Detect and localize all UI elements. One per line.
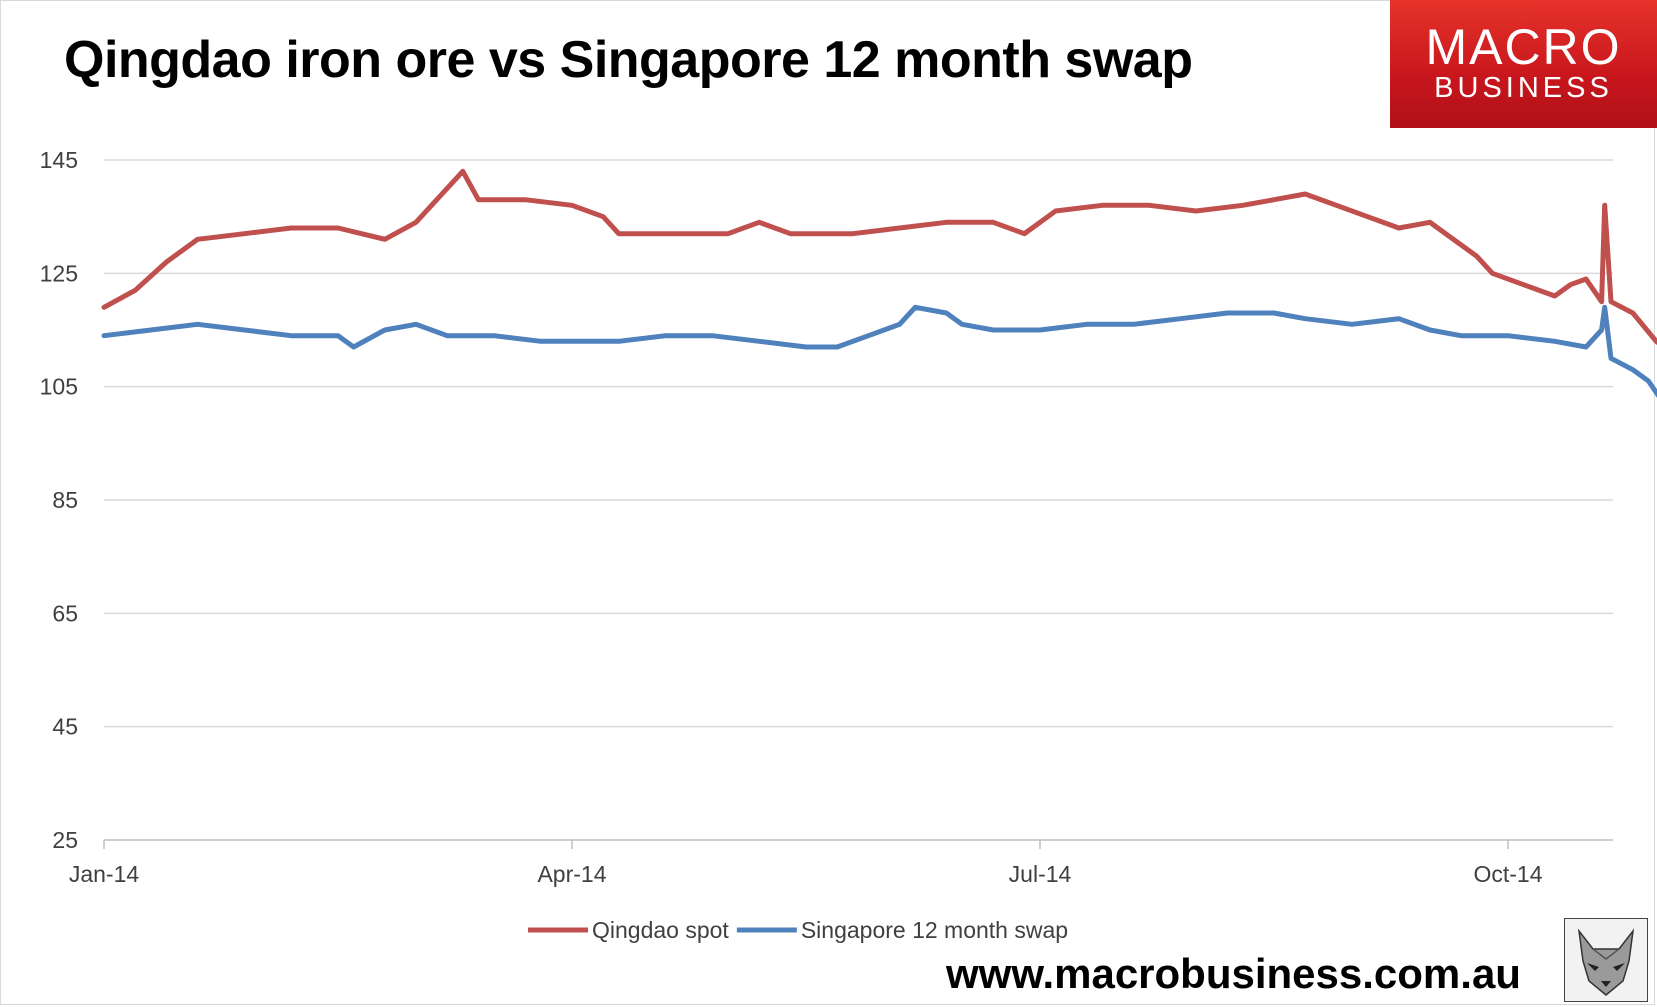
legend-label: Qingdao spot: [592, 917, 729, 943]
legend: Qingdao spot Singapore 12 month swap: [528, 917, 1068, 943]
legend-label: Singapore 12 month swap: [801, 917, 1068, 943]
gridlines: [104, 159, 1613, 728]
website-url[interactable]: www.macrobusiness.com.au: [946, 950, 1521, 997]
macrobusiness-logo[interactable]: MACRO BUSINESS: [1390, 0, 1657, 128]
y-tick-label: 85: [52, 487, 78, 513]
y-tick-label: 125: [40, 260, 78, 286]
y-tick-label: 105: [40, 374, 78, 400]
x-tick-label: Jul-14: [1009, 861, 1072, 887]
x-tick-label: Apr-14: [537, 861, 606, 887]
y-tick-label: 65: [52, 600, 78, 626]
x-tick-label: Oct-14: [1473, 861, 1542, 887]
series-lines: [101, 168, 1657, 398]
y-tick-label: 25: [52, 827, 78, 853]
series-line-qingdao-spot: [101, 168, 1657, 345]
x-tick-label: Jan-14: [69, 861, 140, 887]
logo-line-2: BUSINESS: [1434, 72, 1613, 104]
axes: 25 45 65 85 105 125 145 Jan-14 Apr-14 Jul-14 Oct-1…: [40, 147, 1613, 887]
chart-title: Qingdao iron ore vs Singapore 12 month s…: [64, 31, 1193, 89]
series-line-singapore-swap: [101, 304, 1657, 398]
logo-line-1: MACRO: [1425, 19, 1622, 75]
wolf-icon: [1564, 918, 1648, 1002]
y-tick-label: 145: [40, 147, 78, 173]
y-tick-label: 45: [52, 714, 78, 740]
